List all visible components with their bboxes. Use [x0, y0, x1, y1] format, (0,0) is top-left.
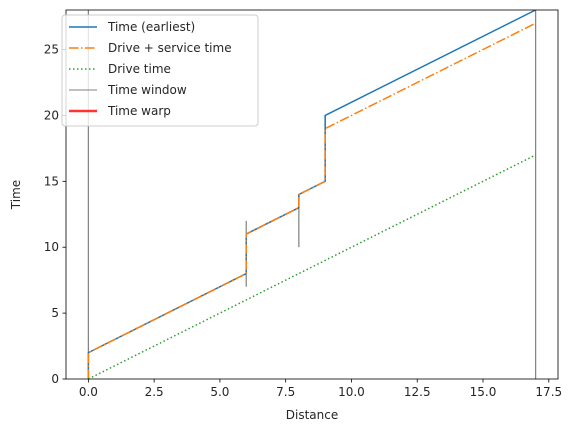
series-line-drive-service-time: [87, 22, 536, 379]
x-tick-label: 15.0: [470, 385, 497, 399]
y-tick-label: 15: [44, 174, 59, 188]
y-axis-title: Time: [9, 180, 23, 210]
series-lines: [87, 10, 536, 379]
x-axis-title: Distance: [286, 408, 338, 422]
y-tick-label: 0: [51, 372, 59, 386]
y-tick-label: 10: [44, 240, 59, 254]
legend-label-time-window: Time window: [107, 83, 187, 97]
legend-label-time-warp: Time warp: [107, 104, 171, 118]
x-tick-label: 2.5: [145, 385, 164, 399]
x-tick-label: 5.0: [210, 385, 229, 399]
series-line-drive-time: [88, 154, 536, 379]
x-tick-label: 10.0: [338, 385, 365, 399]
legend-label-drive-service-time: Drive + service time: [108, 41, 232, 55]
legend-label-time-earliest: Time (earliest): [107, 20, 195, 34]
axis-ticks: 0.0 2.5 5.0 7.5 10.0 12.5 15.0 17.5 0 5 10 15 20 25: [44, 43, 562, 399]
x-tick-label: 17.5: [535, 385, 562, 399]
legend: Time (earliest) Drive + service time Dri…: [61, 14, 259, 127]
y-tick-label: 25: [44, 43, 59, 57]
x-tick-label: 7.5: [276, 385, 295, 399]
x-tick-label: 12.5: [404, 385, 431, 399]
y-tick-label: 5: [51, 306, 59, 320]
x-tick-label: 0.0: [79, 385, 98, 399]
plot-frame: [65, 9, 559, 380]
legend-box: [61, 14, 259, 127]
y-tick-label: 20: [44, 108, 59, 122]
legend-label-drive-time: Drive time: [108, 62, 171, 76]
